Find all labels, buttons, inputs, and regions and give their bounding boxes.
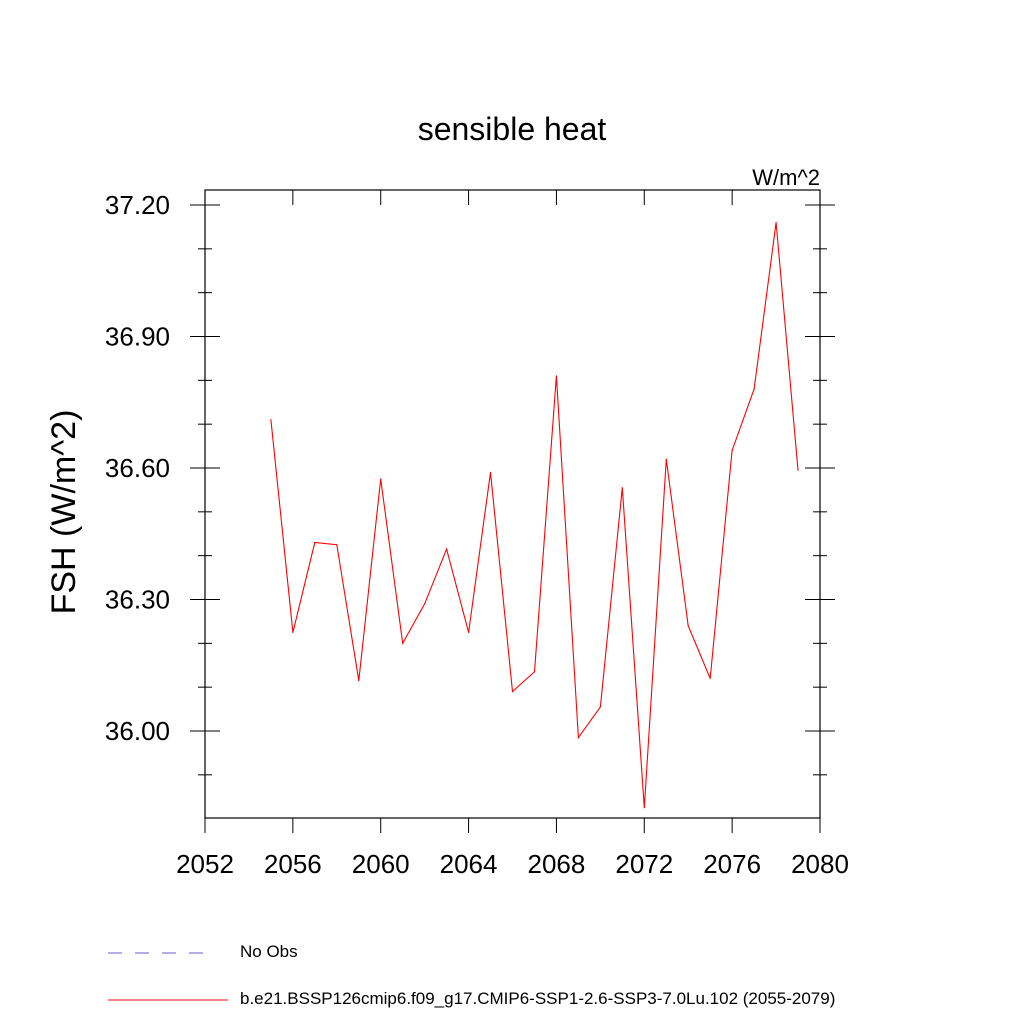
y-tick-label: 36.60	[105, 453, 170, 483]
data-point	[797, 469, 799, 471]
data-point	[380, 478, 382, 480]
legend-label-no-obs: No Obs	[240, 942, 298, 961]
x-tick-label: 2052	[176, 849, 234, 879]
axis-ticks	[190, 190, 835, 833]
x-tick-label: 2068	[528, 849, 586, 879]
x-tick-label: 2080	[791, 849, 849, 879]
data-point	[599, 706, 601, 708]
data-point	[709, 677, 711, 680]
y-tick-label: 37.20	[105, 190, 170, 220]
y-tick-label: 36.90	[105, 322, 170, 352]
chart-title: sensible heat	[418, 111, 607, 147]
series-line	[270, 222, 799, 808]
data-point	[467, 631, 470, 633]
y-tick-label: 36.00	[105, 716, 170, 746]
series-group	[270, 221, 799, 809]
data-point	[270, 419, 272, 421]
data-point	[511, 690, 514, 693]
x-tick-label: 2060	[352, 849, 410, 879]
data-point	[402, 642, 404, 644]
data-point	[292, 631, 294, 633]
data-point	[643, 807, 645, 809]
x-tick-label: 2056	[264, 849, 322, 879]
data-point	[753, 388, 755, 390]
data-point	[731, 449, 733, 452]
plot-frame	[204, 189, 821, 819]
data-point	[621, 487, 623, 489]
units-label: W/m^2	[752, 165, 820, 190]
legend-label-model: b.e21.BSSP126cmip6.f09_g17.CMIP6-SSP1-2.…	[240, 989, 836, 1008]
y-axis-label: FSH (W/m^2)	[45, 410, 83, 615]
data-point	[687, 625, 689, 627]
data-point	[555, 375, 558, 377]
data-point	[446, 548, 448, 550]
data-point	[336, 544, 338, 546]
axis-tick-labels: 2052 2056 2060 2064 2068 2072 2076 2080 37.20 36.…	[105, 190, 849, 879]
data-point	[489, 471, 492, 473]
legend-lines	[108, 952, 228, 1001]
data-point	[424, 603, 426, 605]
data-point	[775, 221, 777, 224]
x-tick-label: 2072	[615, 849, 673, 879]
data-point	[665, 458, 667, 460]
x-tick-label: 2064	[440, 849, 498, 879]
x-tick-label: 2076	[703, 849, 761, 879]
data-point	[577, 736, 579, 739]
data-point	[358, 679, 360, 682]
y-tick-label: 36.30	[105, 585, 170, 615]
data-point	[533, 671, 536, 673]
data-point	[314, 541, 316, 544]
